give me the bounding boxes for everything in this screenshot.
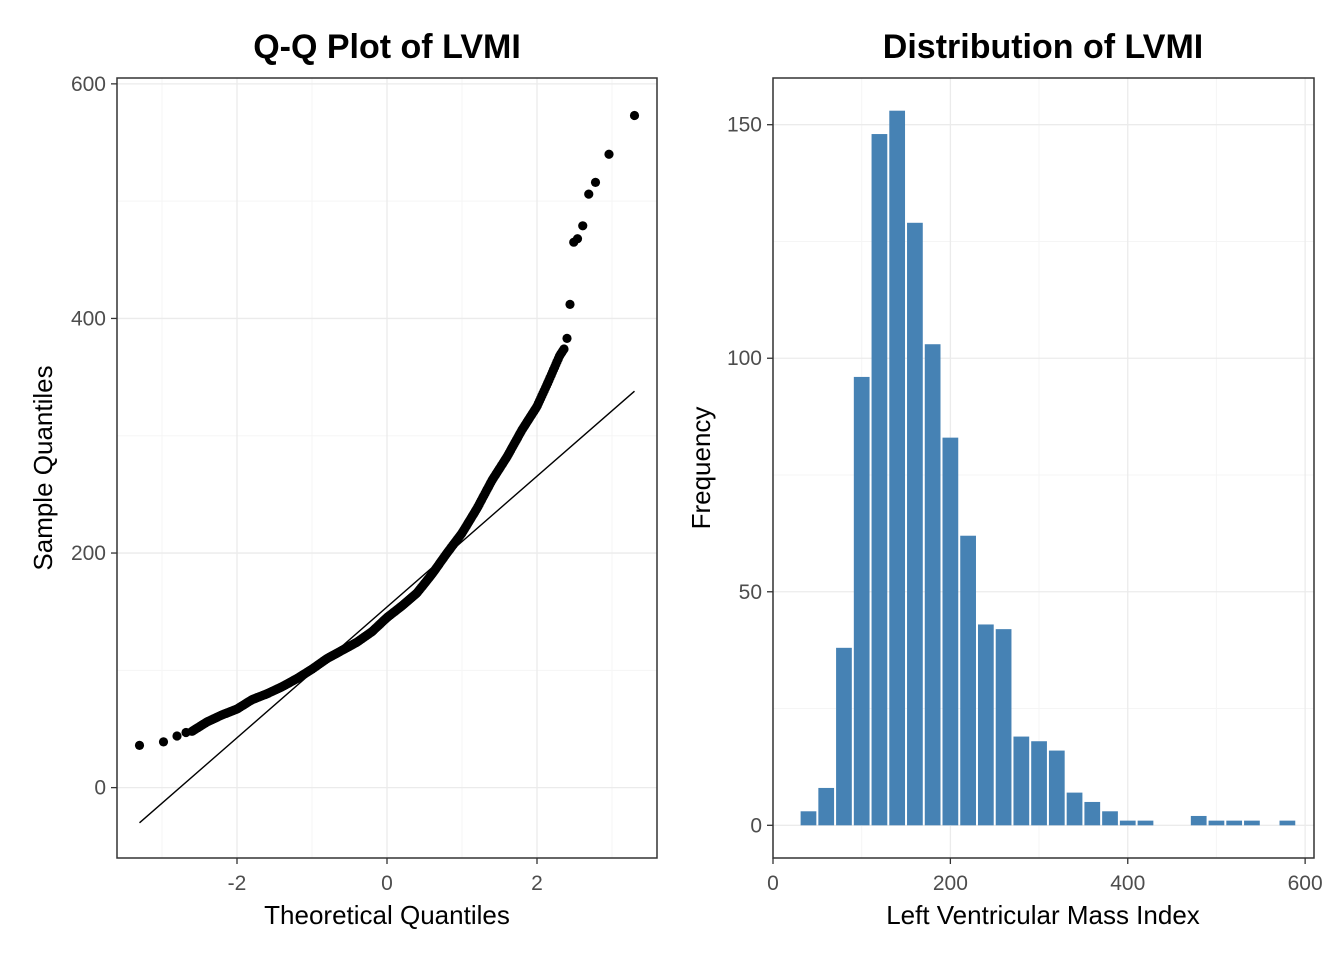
hist-y-tick-label: 0 bbox=[750, 814, 762, 837]
histogram-bar bbox=[1208, 820, 1225, 826]
qq-point bbox=[559, 344, 569, 354]
histogram-bar bbox=[960, 535, 976, 826]
histogram-x-axis: 0 200 400 600 bbox=[767, 858, 1323, 895]
histogram-bar bbox=[1031, 741, 1047, 826]
histogram-x-axis-title: Left Ventricular Mass Index bbox=[886, 900, 1200, 930]
histogram-bar bbox=[1190, 815, 1207, 826]
qq-x-tick-label: 2 bbox=[531, 872, 543, 895]
histogram-bar bbox=[1137, 820, 1154, 826]
histogram-bar bbox=[1013, 736, 1030, 826]
histogram-bar bbox=[1048, 750, 1065, 826]
qq-y-tick-label: 0 bbox=[94, 777, 106, 800]
qq-point bbox=[565, 299, 575, 309]
hist-x-tick-label: 600 bbox=[1288, 872, 1323, 895]
qq-point bbox=[134, 740, 145, 750]
histogram-title: Distribution of LVMI bbox=[883, 28, 1203, 66]
histogram-bar bbox=[1084, 801, 1101, 826]
histogram-bar bbox=[800, 811, 817, 826]
qq-point bbox=[181, 727, 191, 738]
qq-y-tick-label: 200 bbox=[71, 542, 106, 565]
histogram-y-axis-title: Frequency bbox=[686, 407, 716, 530]
qq-point bbox=[572, 234, 583, 244]
hist-y-tick-label: 100 bbox=[727, 347, 762, 370]
histogram-bar bbox=[889, 110, 906, 826]
histogram-bar bbox=[818, 787, 835, 826]
qq-point bbox=[629, 110, 640, 121]
qq-plot-y-axis: 0 200 400 600 bbox=[71, 73, 117, 800]
histogram-bar bbox=[907, 222, 923, 826]
qq-x-tick-label: -2 bbox=[228, 872, 247, 895]
qq-point bbox=[590, 177, 601, 187]
histogram-bar bbox=[836, 647, 852, 826]
histogram-bars bbox=[800, 110, 1296, 826]
histogram-bar bbox=[1279, 820, 1296, 826]
qq-plot-title: Q-Q Plot of LVMI bbox=[253, 28, 521, 66]
histogram-panel: Distribution of LVMI 0 200 400 600 0 50 100 15… bbox=[686, 28, 1323, 930]
histogram-bar bbox=[871, 134, 888, 826]
qq-point bbox=[562, 333, 572, 343]
qq-x-tick-label: 0 bbox=[381, 872, 393, 895]
hist-x-tick-label: 0 bbox=[767, 872, 779, 895]
qq-point bbox=[584, 189, 594, 199]
qq-point bbox=[604, 149, 614, 159]
qq-point bbox=[172, 731, 182, 741]
qq-y-tick-label: 400 bbox=[71, 307, 106, 330]
histogram-bar bbox=[1244, 820, 1260, 826]
qq-y-tick-label: 600 bbox=[71, 73, 106, 96]
hist-y-tick-label: 50 bbox=[739, 581, 762, 604]
qq-plot-gridlines bbox=[117, 78, 657, 858]
qq-plot-panel: Q-Q Plot of LVMI -2 0 2 0 200 400 600 Theoret… bbox=[28, 28, 658, 930]
histogram-bar bbox=[1102, 811, 1118, 826]
histogram-bar bbox=[1226, 820, 1243, 826]
hist-y-tick-label: 150 bbox=[727, 114, 762, 137]
histogram-bar bbox=[924, 344, 941, 826]
histogram-border bbox=[772, 77, 1315, 859]
qq-plot-y-axis-title: Sample Quantiles bbox=[28, 365, 58, 570]
qq-plot-data bbox=[134, 110, 640, 824]
hist-x-tick-label: 200 bbox=[933, 872, 968, 895]
histogram-bar bbox=[977, 624, 994, 826]
histogram-y-axis: 0 50 100 150 bbox=[727, 114, 773, 837]
qq-plot-x-axis: -2 0 2 bbox=[228, 858, 543, 895]
hist-x-tick-label: 400 bbox=[1110, 872, 1145, 895]
histogram-bar bbox=[1066, 792, 1083, 826]
qq-point bbox=[158, 737, 169, 747]
qq-reference-line bbox=[139, 390, 635, 824]
qq-point bbox=[578, 221, 588, 231]
histogram-bar bbox=[853, 376, 870, 826]
histogram-bar bbox=[942, 437, 959, 826]
histogram-bar bbox=[995, 629, 1012, 826]
qq-plot-x-axis-title: Theoretical Quantiles bbox=[264, 900, 510, 930]
histogram-bar bbox=[1119, 820, 1136, 826]
